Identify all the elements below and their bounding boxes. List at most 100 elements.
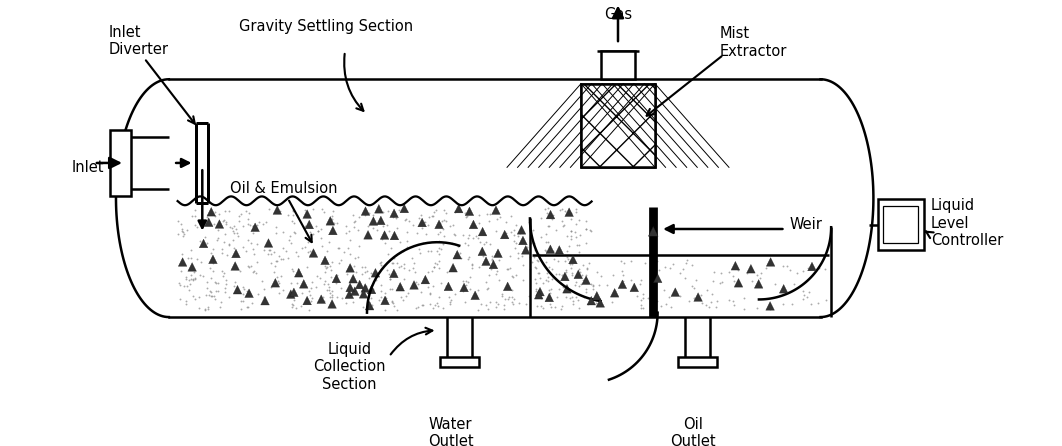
Point	[235, 223, 252, 230]
Point	[562, 227, 579, 234]
Point	[183, 247, 200, 254]
Point	[534, 279, 551, 286]
Point	[209, 279, 226, 286]
Polygon shape	[587, 296, 596, 305]
Point	[372, 261, 389, 268]
Point	[527, 264, 544, 271]
Point	[568, 293, 585, 301]
Point	[275, 255, 292, 262]
Polygon shape	[568, 255, 578, 264]
Point	[397, 216, 414, 223]
Point	[518, 244, 535, 251]
Point	[181, 286, 198, 293]
Point	[490, 300, 507, 307]
Point	[707, 304, 724, 311]
Point	[567, 229, 584, 236]
Point	[386, 255, 402, 262]
Point	[506, 227, 523, 234]
Point	[455, 277, 472, 285]
Point	[464, 235, 481, 242]
Point	[515, 261, 532, 268]
Point	[407, 268, 424, 276]
Point	[536, 246, 553, 253]
Point	[419, 221, 436, 228]
Polygon shape	[303, 296, 311, 305]
Point	[347, 268, 364, 275]
Polygon shape	[316, 295, 326, 303]
Point	[244, 268, 261, 275]
Polygon shape	[400, 204, 409, 213]
Bar	[109, 130, 131, 196]
Point	[316, 262, 333, 269]
Point	[493, 292, 510, 299]
Point	[277, 248, 294, 255]
Polygon shape	[766, 301, 774, 310]
Point	[315, 280, 332, 287]
Point	[751, 275, 768, 282]
Point	[178, 276, 195, 283]
Polygon shape	[294, 268, 303, 277]
Point	[202, 293, 219, 300]
Point	[560, 242, 577, 249]
Point	[541, 292, 558, 299]
Point	[245, 251, 262, 258]
Point	[176, 282, 193, 289]
Point	[201, 292, 218, 299]
Point	[330, 244, 347, 252]
Point	[635, 305, 652, 312]
Point	[396, 276, 413, 283]
Point	[178, 227, 195, 234]
Point	[457, 214, 474, 221]
Polygon shape	[671, 288, 680, 297]
Point	[395, 297, 412, 304]
Point	[424, 267, 441, 274]
Point	[324, 213, 341, 220]
Polygon shape	[455, 204, 463, 213]
Point	[562, 258, 579, 265]
Point	[336, 248, 353, 256]
Point	[383, 286, 400, 293]
Point	[406, 259, 423, 266]
Point	[526, 253, 543, 260]
Point	[372, 281, 389, 288]
Polygon shape	[734, 278, 742, 287]
Point	[358, 283, 375, 290]
Point	[266, 269, 282, 276]
Point	[730, 266, 747, 273]
Point	[504, 274, 521, 281]
Point	[377, 239, 394, 246]
Point	[570, 265, 587, 272]
Point	[245, 223, 262, 230]
Point	[218, 252, 235, 259]
Point	[357, 263, 374, 270]
Point	[216, 231, 233, 238]
Point	[285, 301, 302, 309]
Point	[653, 303, 670, 310]
Point	[549, 294, 566, 301]
Point	[330, 260, 347, 267]
Point	[391, 264, 408, 271]
Text: Inlet
Diverter: Inlet Diverter	[109, 25, 169, 57]
Point	[649, 298, 666, 305]
Point	[198, 291, 215, 298]
Point	[430, 231, 447, 238]
Point	[476, 241, 493, 248]
Point	[527, 246, 544, 253]
Point	[400, 217, 417, 224]
Point	[392, 239, 409, 246]
Point	[439, 268, 456, 275]
Point	[400, 267, 417, 274]
Point	[410, 304, 427, 311]
Point	[470, 264, 487, 271]
Point	[520, 219, 537, 226]
Point	[513, 252, 530, 260]
Polygon shape	[573, 270, 583, 279]
Point	[508, 240, 525, 247]
Point	[583, 281, 600, 288]
Point	[714, 278, 731, 285]
Polygon shape	[363, 231, 373, 239]
Point	[435, 207, 452, 214]
Point	[338, 300, 355, 307]
Point	[558, 293, 575, 301]
Polygon shape	[390, 269, 398, 278]
